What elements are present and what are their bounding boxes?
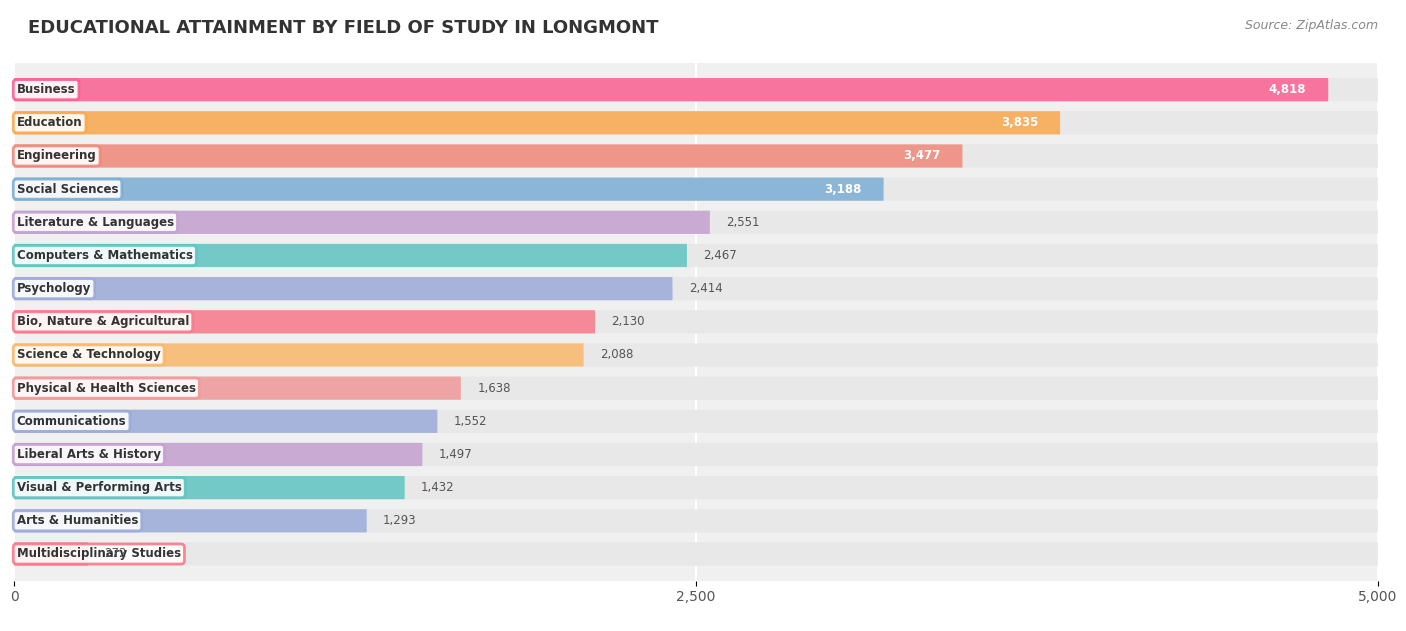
FancyBboxPatch shape (14, 377, 461, 400)
FancyBboxPatch shape (14, 509, 367, 533)
Text: Computers & Mathematics: Computers & Mathematics (17, 249, 193, 262)
FancyBboxPatch shape (14, 177, 883, 201)
Text: 2,551: 2,551 (727, 216, 759, 229)
Text: 272: 272 (104, 548, 127, 560)
Text: Literature & Languages: Literature & Languages (17, 216, 174, 229)
Text: 2,467: 2,467 (703, 249, 737, 262)
Text: 3,835: 3,835 (1001, 116, 1038, 129)
FancyBboxPatch shape (14, 78, 1329, 101)
FancyBboxPatch shape (14, 509, 1378, 533)
Text: Social Sciences: Social Sciences (17, 182, 118, 196)
FancyBboxPatch shape (14, 111, 1378, 134)
FancyBboxPatch shape (14, 277, 1378, 300)
FancyBboxPatch shape (14, 410, 1378, 433)
FancyBboxPatch shape (14, 410, 437, 433)
FancyBboxPatch shape (14, 244, 1378, 267)
FancyBboxPatch shape (14, 310, 1378, 333)
FancyBboxPatch shape (14, 343, 1378, 367)
Text: Liberal Arts & History: Liberal Arts & History (17, 448, 160, 461)
FancyBboxPatch shape (14, 476, 1378, 499)
FancyBboxPatch shape (14, 177, 1378, 201)
Text: 2,414: 2,414 (689, 282, 723, 295)
Text: 3,477: 3,477 (904, 150, 941, 162)
FancyBboxPatch shape (14, 543, 1378, 565)
FancyBboxPatch shape (14, 543, 89, 565)
Text: 1,293: 1,293 (382, 514, 416, 528)
FancyBboxPatch shape (14, 78, 1378, 101)
FancyBboxPatch shape (14, 144, 1378, 168)
FancyBboxPatch shape (14, 211, 710, 234)
Text: Education: Education (17, 116, 83, 129)
Text: Engineering: Engineering (17, 150, 97, 162)
Text: 1,432: 1,432 (420, 481, 454, 494)
Text: 2,130: 2,130 (612, 316, 645, 328)
Text: Arts & Humanities: Arts & Humanities (17, 514, 138, 528)
FancyBboxPatch shape (14, 144, 963, 168)
FancyBboxPatch shape (14, 476, 405, 499)
Text: Physical & Health Sciences: Physical & Health Sciences (17, 382, 195, 394)
Text: 3,188: 3,188 (824, 182, 862, 196)
FancyBboxPatch shape (14, 310, 595, 333)
Text: 1,552: 1,552 (454, 415, 488, 428)
Text: Visual & Performing Arts: Visual & Performing Arts (17, 481, 181, 494)
Text: Communications: Communications (17, 415, 127, 428)
FancyBboxPatch shape (14, 277, 672, 300)
Text: EDUCATIONAL ATTAINMENT BY FIELD OF STUDY IN LONGMONT: EDUCATIONAL ATTAINMENT BY FIELD OF STUDY… (28, 19, 658, 37)
FancyBboxPatch shape (14, 443, 1378, 466)
FancyBboxPatch shape (14, 443, 422, 466)
FancyBboxPatch shape (14, 211, 1378, 234)
Text: Bio, Nature & Agricultural: Bio, Nature & Agricultural (17, 316, 190, 328)
FancyBboxPatch shape (14, 244, 688, 267)
FancyBboxPatch shape (14, 343, 583, 367)
Text: 4,818: 4,818 (1270, 83, 1306, 96)
Text: Psychology: Psychology (17, 282, 91, 295)
Text: Business: Business (17, 83, 76, 96)
Text: Science & Technology: Science & Technology (17, 348, 160, 362)
FancyBboxPatch shape (14, 377, 1378, 400)
Text: Source: ZipAtlas.com: Source: ZipAtlas.com (1244, 19, 1378, 32)
FancyBboxPatch shape (14, 111, 1060, 134)
Text: Multidisciplinary Studies: Multidisciplinary Studies (17, 548, 181, 560)
Text: 1,497: 1,497 (439, 448, 472, 461)
Text: 2,088: 2,088 (600, 348, 633, 362)
Text: 1,638: 1,638 (477, 382, 510, 394)
